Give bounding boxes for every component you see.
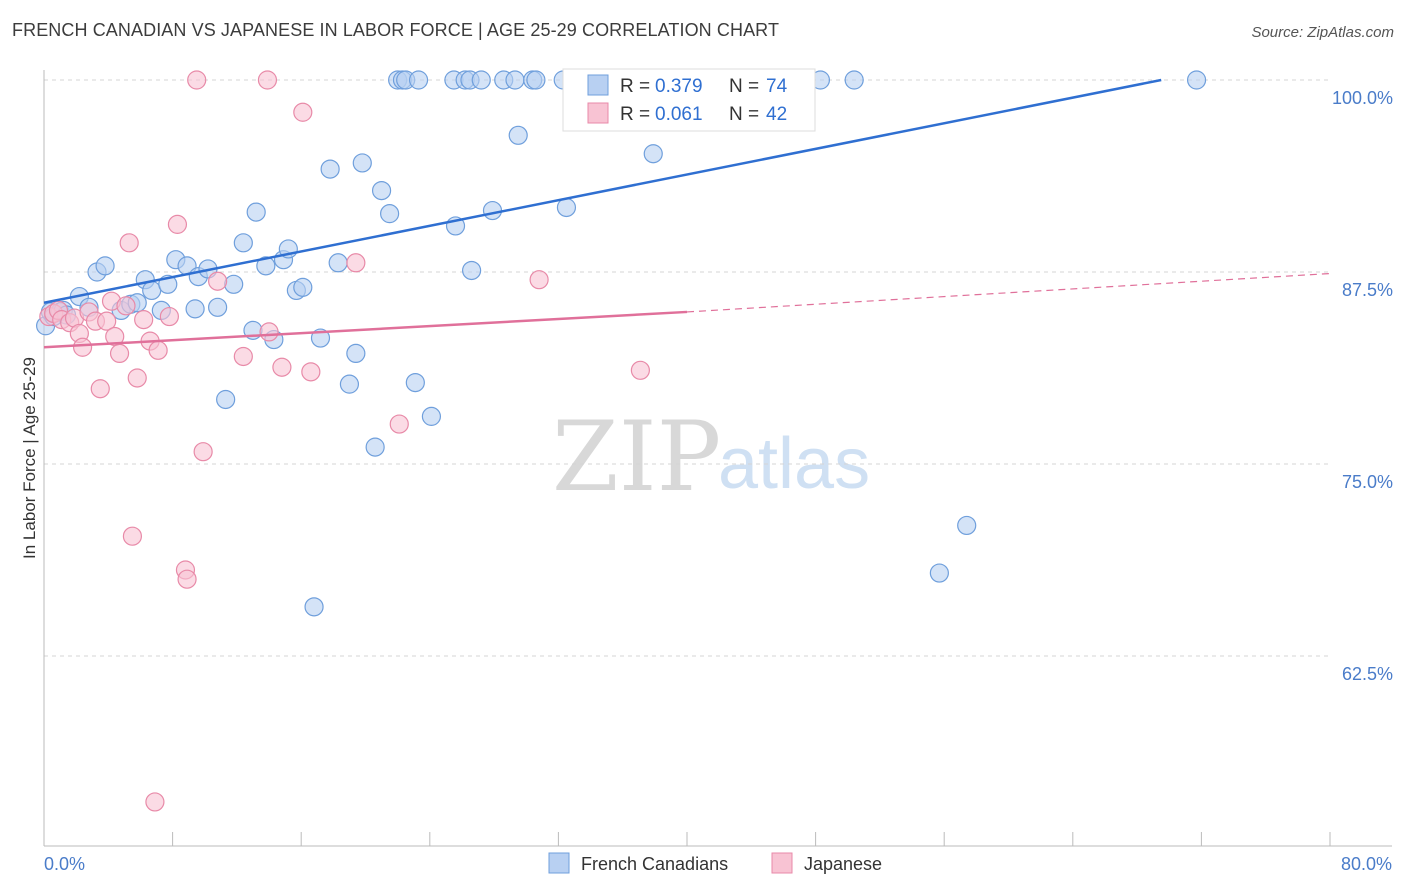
data-point-japanese-22 — [148, 340, 168, 360]
data-point-japanese-35 — [301, 362, 321, 382]
data-point-japanese-21 — [145, 792, 165, 812]
data-point-japanese-11 — [97, 311, 117, 331]
data-point-french-canadians-22 — [208, 297, 228, 317]
trend-lines — [43, 78, 1331, 349]
y-tick-label-1: 87.5% — [1342, 280, 1393, 300]
legend-swatch-japanese — [771, 852, 793, 874]
data-point-french-canadians-58 — [505, 70, 525, 90]
data-point-japanese-27 — [187, 70, 207, 90]
series-legend: French Canadians Japanese — [548, 852, 882, 874]
data-point-french-canadians-23 — [216, 389, 236, 410]
data-point-japanese-24 — [167, 214, 188, 234]
trend-line-0 — [43, 78, 1162, 304]
legend-r-label-0: R = — [620, 76, 650, 97]
legend-swatch-pink — [587, 102, 609, 124]
chart-title: FRENCH CANADIAN VS JAPANESE IN LABOR FOR… — [12, 20, 780, 40]
y-tick-label-3: 62.5% — [1342, 664, 1393, 684]
legend-r-label-1: R = — [620, 104, 650, 125]
watermark: ZIP atlas — [552, 401, 870, 513]
data-point-french-canadians-49 — [421, 406, 442, 426]
series-japanese — [39, 70, 650, 812]
y-tick-label-2: 75.0% — [1342, 472, 1393, 492]
data-point-japanese-16 — [119, 233, 139, 253]
data-point-japanese-31 — [257, 70, 278, 90]
data-point-japanese-38 — [529, 270, 549, 290]
axes — [43, 70, 1392, 847]
legend-r-value-0: 0.379 — [655, 76, 703, 97]
data-point-japanese-7 — [72, 337, 93, 357]
legend-n-value-1: 42 — [766, 104, 787, 125]
x-tick-max: 80.0% — [1341, 854, 1392, 874]
data-point-japanese-18 — [127, 368, 147, 388]
legend-n-label-1: N = — [729, 104, 759, 125]
data-point-french-canadians-70 — [844, 70, 864, 90]
data-point-french-canadians-73 — [1186, 70, 1207, 90]
data-point-japanese-10 — [90, 379, 110, 399]
data-point-japanese-32 — [259, 322, 279, 342]
data-point-japanese-14 — [109, 343, 130, 364]
y-axis-label: In Labor Force | Age 25-29 — [20, 357, 39, 559]
legend-n-value-0: 74 — [766, 76, 788, 97]
data-point-french-canadians-28 — [256, 256, 276, 276]
data-point-japanese-33 — [272, 357, 292, 377]
data-point-japanese-30 — [233, 346, 253, 367]
correlation-legend: R = 0.379 N = 74 R = 0.061 N = 42 — [562, 68, 816, 132]
trend-line-extension-1 — [686, 272, 1331, 313]
data-point-french-canadians-61 — [526, 70, 546, 90]
data-point-french-canadians-39 — [346, 343, 366, 364]
data-point-japanese-37 — [389, 414, 409, 434]
data-point-japanese-15 — [116, 296, 136, 316]
data-point-french-canadians-47 — [405, 372, 425, 393]
legend-r-value-1: 0.061 — [655, 104, 703, 125]
y-tick-label-0: 100.0% — [1332, 88, 1393, 108]
data-point-french-canadians-71 — [929, 563, 949, 583]
legend-swatch-blue — [587, 74, 609, 96]
data-point-japanese-34 — [293, 102, 313, 122]
trend-line-1 — [43, 310, 688, 349]
data-point-japanese-39 — [630, 360, 650, 380]
data-point-french-canadians-37 — [328, 253, 348, 273]
data-point-french-canadians-54 — [461, 260, 482, 281]
y-tick-labels: 100.0% 87.5% 75.0% 62.5% — [1332, 88, 1393, 684]
data-point-french-canadians-27 — [246, 202, 266, 222]
data-point-french-canadians-63 — [556, 197, 577, 218]
x-tick-min: 0.0% — [44, 854, 85, 874]
data-point-french-canadians-34 — [304, 597, 324, 617]
data-point-french-canadians-56 — [482, 200, 503, 221]
gridlines — [44, 79, 1330, 657]
data-point-french-canadians-40 — [352, 153, 372, 173]
data-point-japanese-23 — [159, 306, 179, 327]
legend-label-french-canadians: French Canadians — [581, 854, 728, 874]
legend-n-label-0: N = — [729, 76, 759, 97]
data-point-french-canadians-48 — [408, 70, 429, 90]
data-point-french-canadians-9 — [95, 256, 115, 276]
data-point-japanese-17 — [122, 526, 143, 546]
data-point-french-canadians-55 — [471, 70, 491, 90]
data-point-french-canadians-36 — [320, 159, 340, 179]
legend-swatch-french-canadians — [548, 852, 570, 874]
watermark-zip: ZIP — [552, 401, 721, 513]
data-point-french-canadians-33 — [293, 277, 313, 297]
legend-label-japanese: Japanese — [804, 854, 882, 874]
data-point-french-canadians-19 — [185, 299, 205, 319]
data-point-french-canadians-72 — [957, 515, 977, 536]
data-point-french-canadians-42 — [371, 180, 392, 201]
data-point-japanese-36 — [346, 253, 366, 273]
data-point-french-canadians-38 — [339, 374, 360, 394]
data-point-french-canadians-67 — [643, 144, 663, 164]
data-point-french-canadians-14 — [142, 280, 162, 301]
data-point-french-canadians-59 — [508, 125, 528, 145]
data-point-japanese-28 — [193, 442, 213, 462]
data-point-french-canadians-43 — [380, 204, 400, 224]
source-credit: Source: ZipAtlas.com — [1251, 24, 1394, 41]
data-point-french-canadians-25 — [233, 233, 253, 253]
series-french-canadians — [36, 70, 1207, 617]
data-point-japanese-29 — [208, 271, 228, 291]
data-point-french-canadians-41 — [365, 437, 385, 457]
data-point-japanese-19 — [134, 310, 154, 330]
data-point-french-canadians-24 — [224, 274, 244, 294]
data-point-japanese-26 — [177, 569, 197, 589]
